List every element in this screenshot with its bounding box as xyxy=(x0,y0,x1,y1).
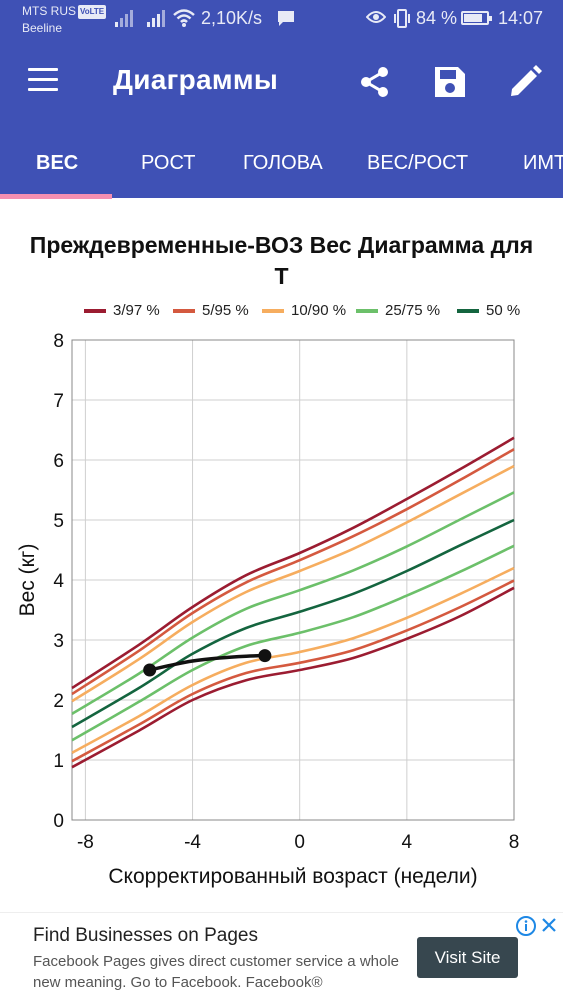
y-tick-label: 1 xyxy=(53,751,64,772)
legend-swatch xyxy=(262,308,284,313)
edit-icon[interactable] xyxy=(507,64,543,100)
chart-title: Преждевременные-ВОЗ Вес Диаграмма для Т xyxy=(29,232,534,289)
tab-indicator xyxy=(0,194,112,199)
chart-legend: 3/97 % 5/95 % 10/90 % 25/75 % 50 % xyxy=(0,302,563,324)
legend-swatch xyxy=(84,308,106,313)
x-tick-label: -8 xyxy=(77,832,94,853)
series-line xyxy=(71,586,515,769)
y-tick-label: 8 xyxy=(53,331,64,352)
patient-point xyxy=(258,649,272,663)
series-line xyxy=(71,491,515,715)
tab-height[interactable]: РОСТ xyxy=(141,152,196,174)
x-tick-label: 4 xyxy=(402,832,413,853)
series-line xyxy=(71,448,515,696)
series-line xyxy=(71,579,515,763)
info-icon[interactable] xyxy=(516,916,536,936)
ad-title: Find Businesses on Pages xyxy=(33,925,258,946)
carrier-label: MTS RUS VoLTE xyxy=(22,4,107,19)
series-line xyxy=(71,464,515,703)
tab-weight[interactable]: ВЕС xyxy=(36,152,79,174)
plot-frame xyxy=(71,339,515,821)
wifi-icon xyxy=(173,9,195,27)
y-tick-label: 2 xyxy=(53,691,64,712)
legend-item: 5/95 % xyxy=(173,302,249,319)
ad-text: Facebook Pages gives direct customer ser… xyxy=(33,953,400,991)
series-line xyxy=(71,566,515,754)
x-axis-label: Скорректированный возраст (недели) xyxy=(108,865,477,888)
signal-icon xyxy=(115,10,133,27)
tab-weight-height[interactable]: ВЕС/РОСТ xyxy=(367,152,469,174)
legend-item: 50 % xyxy=(457,302,520,319)
x-tick-label: 8 xyxy=(509,832,520,853)
tab-head[interactable]: ГОЛОВА xyxy=(243,152,323,174)
ad-banner[interactable]: Find Businesses on Pages Facebook Pages … xyxy=(0,912,563,1001)
series-line xyxy=(71,544,515,742)
legend-item: 25/75 % xyxy=(356,302,440,319)
save-icon[interactable] xyxy=(432,64,468,100)
tab-bmi[interactable]: ИМТ xyxy=(523,152,563,174)
y-tick-label: 3 xyxy=(53,631,64,652)
volte-badge: VoLTE xyxy=(78,5,107,19)
legend-swatch xyxy=(457,308,479,313)
growth-chart: 0 1 2 3 4 5 6 7 8 -8 -4 0 4 8 Скорректированный возрас… xyxy=(16,331,520,888)
x-tick-label: -4 xyxy=(184,832,201,853)
battery-percent: 84 % xyxy=(416,8,458,28)
y-tick-label: 6 xyxy=(53,451,64,472)
page-title: Диаграммы xyxy=(113,64,279,95)
legend-item: 3/97 % xyxy=(84,302,160,319)
y-axis-label: Вес (кг) xyxy=(16,544,39,617)
battery-icon xyxy=(461,11,492,25)
chat-icon xyxy=(278,11,294,26)
menu-icon[interactable] xyxy=(28,68,60,92)
carrier2-label: Beeline xyxy=(22,21,63,35)
patient-point xyxy=(143,663,157,677)
y-tick-label: 0 xyxy=(53,811,64,832)
series-line xyxy=(71,436,515,690)
status-bar: MTS RUS VoLTE Beeline 2,10K/s 84 % 14:07 xyxy=(0,0,563,38)
series-line xyxy=(71,518,515,729)
y-tick-label: 5 xyxy=(53,511,64,532)
signal-icon xyxy=(147,10,165,27)
visit-site-button[interactable]: Visit Site xyxy=(417,937,518,978)
app-bar: Диаграммы xyxy=(0,38,563,126)
y-tick-label: 4 xyxy=(53,571,64,592)
share-icon[interactable] xyxy=(357,64,393,100)
patient-line xyxy=(149,653,265,672)
network-speed: 2,10K/s xyxy=(201,8,263,28)
vibrate-icon xyxy=(394,9,410,28)
x-tick-label: 0 xyxy=(294,832,305,853)
tab-bar: ВЕС РОСТ ГОЛОВА ВЕС/РОСТ ИМТ xyxy=(0,126,563,198)
legend-swatch xyxy=(356,308,378,313)
legend-item: 10/90 % xyxy=(262,302,346,319)
close-icon[interactable] xyxy=(540,916,558,934)
legend-swatch xyxy=(173,308,195,313)
clock: 14:07 xyxy=(498,8,544,28)
eye-icon xyxy=(366,11,386,23)
y-tick-label: 7 xyxy=(53,391,64,412)
